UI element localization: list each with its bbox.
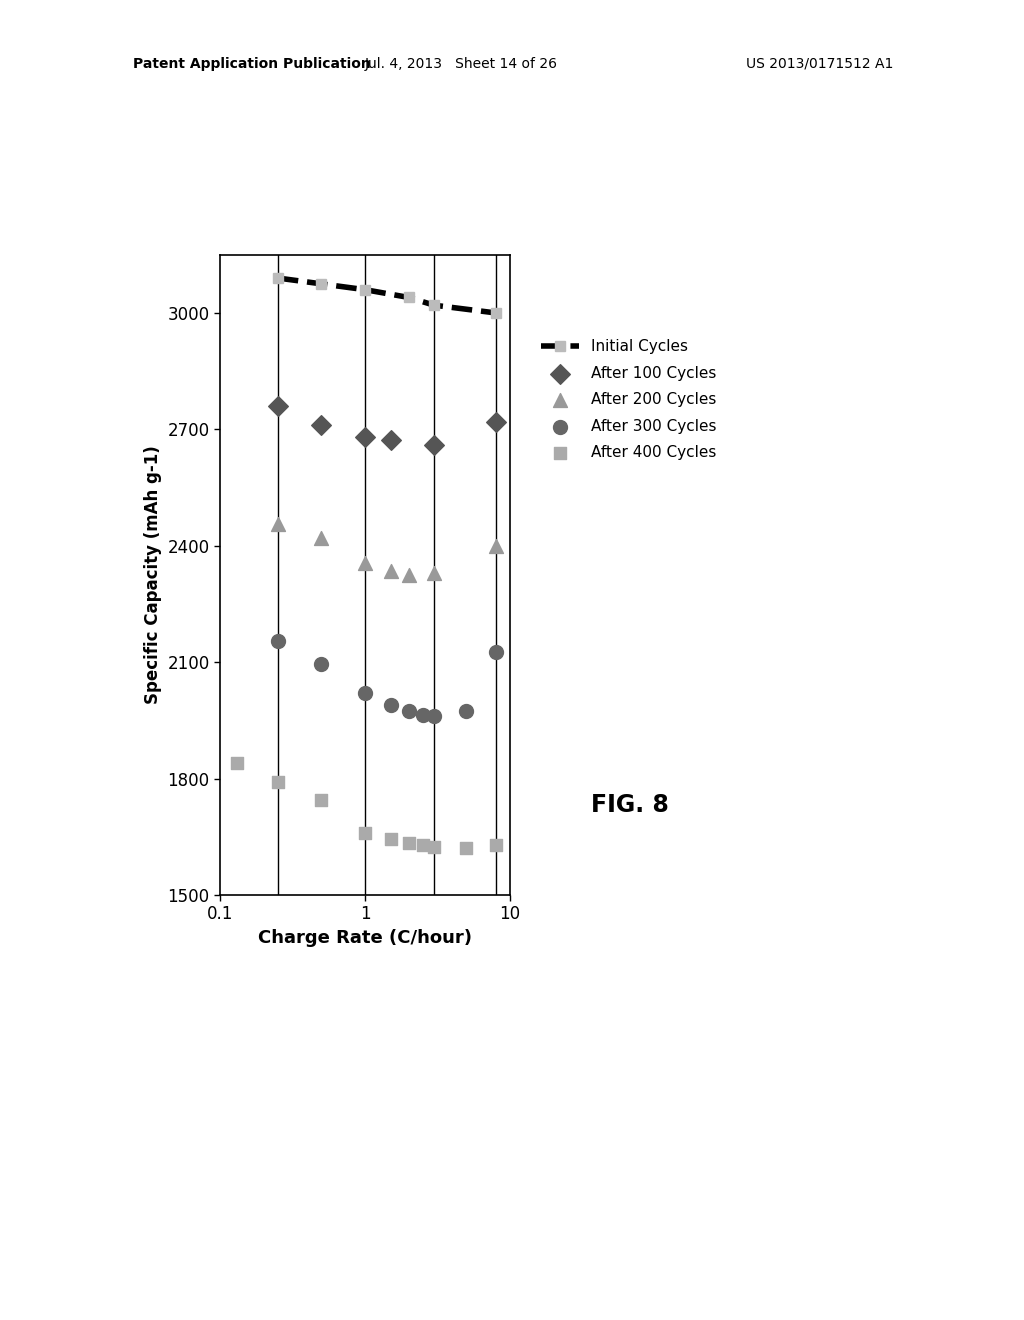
Y-axis label: Specific Capacity (mAh g-1): Specific Capacity (mAh g-1)	[144, 445, 162, 705]
After 100 Cycles	[357, 426, 374, 447]
Line: Initial Cycles: Initial Cycles	[273, 273, 501, 318]
After 200 Cycles	[269, 513, 286, 535]
After 300 Cycles	[357, 682, 374, 704]
Legend: Initial Cycles, After 100 Cycles, After 200 Cycles, After 300 Cycles, After 400 : Initial Cycles, After 100 Cycles, After …	[541, 339, 717, 461]
Initial Cycles	[315, 276, 328, 292]
After 100 Cycles	[487, 411, 504, 432]
After 200 Cycles	[313, 528, 330, 549]
After 300 Cycles	[487, 642, 504, 663]
After 400 Cycles	[382, 828, 398, 849]
After 400 Cycles	[400, 832, 417, 853]
After 400 Cycles	[415, 834, 431, 855]
After 400 Cycles	[357, 822, 374, 843]
After 200 Cycles	[357, 553, 374, 574]
Initial Cycles	[359, 281, 372, 297]
After 400 Cycles	[228, 752, 245, 774]
After 300 Cycles	[458, 700, 474, 721]
After 400 Cycles	[487, 834, 504, 855]
After 200 Cycles	[400, 564, 417, 585]
After 400 Cycles	[426, 837, 442, 858]
After 200 Cycles	[426, 562, 442, 583]
After 100 Cycles	[426, 434, 442, 455]
After 100 Cycles	[382, 430, 398, 451]
After 200 Cycles	[382, 561, 398, 582]
Text: Jul. 4, 2013   Sheet 14 of 26: Jul. 4, 2013 Sheet 14 of 26	[365, 57, 557, 71]
Initial Cycles	[271, 271, 284, 286]
After 300 Cycles	[415, 704, 431, 725]
Initial Cycles	[428, 297, 440, 313]
After 400 Cycles	[458, 838, 474, 859]
After 100 Cycles	[269, 396, 286, 417]
X-axis label: Charge Rate (C/hour): Charge Rate (C/hour)	[258, 929, 472, 946]
Text: US 2013/0171512 A1: US 2013/0171512 A1	[745, 57, 893, 71]
Text: FIG. 8: FIG. 8	[591, 793, 669, 817]
After 400 Cycles	[269, 772, 286, 793]
Initial Cycles	[489, 305, 502, 321]
After 300 Cycles	[269, 630, 286, 651]
After 300 Cycles	[400, 700, 417, 721]
After 200 Cycles	[487, 535, 504, 556]
After 300 Cycles	[426, 706, 442, 727]
Text: Patent Application Publication: Patent Application Publication	[133, 57, 371, 71]
After 300 Cycles	[382, 694, 398, 715]
After 400 Cycles	[313, 789, 330, 810]
After 100 Cycles	[313, 414, 330, 436]
After 300 Cycles	[313, 653, 330, 675]
Initial Cycles	[402, 289, 415, 305]
